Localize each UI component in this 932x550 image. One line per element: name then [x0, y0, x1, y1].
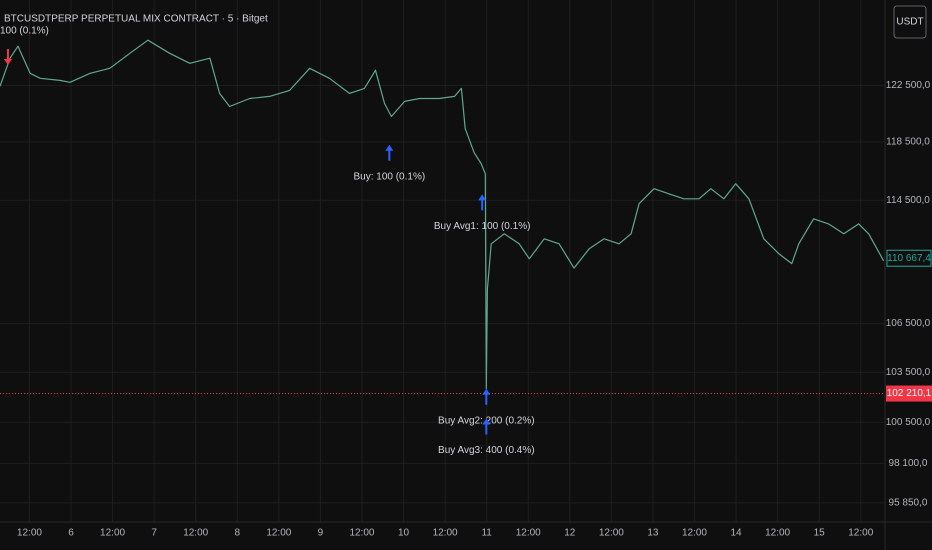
annotation: 100 (0.1%) — [0, 26, 49, 37]
y-tick-label: 95 850,0 — [889, 498, 928, 509]
y-tick-label: 100 500,0 — [886, 417, 931, 428]
sell-arrow — [3, 48, 12, 65]
x-tick-label: 12:00 — [17, 528, 42, 539]
plot: 100 (0.1%) Buy: 100 (0.1%) Buy Avg1: 100 (… — [0, 26, 885, 456]
x-tick-label: 12 — [564, 528, 576, 539]
x-tick-label: 12:00 — [433, 528, 458, 539]
axes: 122 500,0 118 500,0 114 500,0 106 500,0 103 … — [17, 80, 932, 539]
price-line-tag — [886, 385, 932, 402]
x-tick-label: 12:00 — [599, 528, 624, 539]
x-tick-label: 9 — [318, 528, 324, 539]
x-tick-label: 12:00 — [183, 528, 208, 539]
last-price-tag — [886, 249, 932, 267]
x-tick-label: 10 — [398, 528, 410, 539]
buy-arrow — [385, 144, 394, 161]
y-tick-label: 106 500,0 — [886, 318, 931, 329]
x-tick-label: 7 — [151, 528, 157, 539]
y-tick-label: 118 500,0 — [886, 136, 930, 147]
x-tick-label: 12:00 — [266, 528, 291, 539]
x-tick-label: 15 — [814, 528, 826, 539]
buy-arrow — [482, 388, 491, 405]
price-line-label: 102 210,1 — [887, 388, 932, 399]
annotation: Buy Avg3: 400 (0.4%) — [438, 445, 535, 456]
x-tick-label: 12:00 — [349, 528, 374, 539]
x-tick-label: 14 — [730, 528, 742, 539]
annotation: Buy: 100 (0.1%) — [353, 171, 425, 182]
y-tick-label: 98 100,0 — [889, 458, 928, 469]
x-tick-label: 12:00 — [765, 528, 790, 539]
grid — [0, 0, 885, 522]
price-line-series — [0, 39, 885, 390]
buy-arrow — [478, 194, 487, 211]
currency-button[interactable] — [893, 5, 927, 39]
buy-arrow — [482, 418, 491, 435]
y-tick-label: 122 500,0 — [886, 80, 931, 91]
x-tick-label: 6 — [68, 528, 74, 539]
x-tick-label: 12:00 — [682, 528, 707, 539]
y-tick-label: 114 500,0 — [886, 195, 930, 206]
x-tick-label: 12:00 — [100, 528, 125, 539]
x-tick-label: 12:00 — [848, 528, 873, 539]
currency-label[interactable]: USDT — [896, 17, 923, 28]
x-tick-label: 8 — [234, 528, 240, 539]
y-tick-label: 103 500,0 — [886, 367, 931, 378]
x-tick-label: 11 — [481, 528, 492, 539]
annotation: Buy Avg1: 100 (0.1%) — [434, 221, 531, 232]
x-tick-label: 12:00 — [516, 528, 541, 539]
x-tick-label: 13 — [647, 528, 659, 539]
chart-title: BTCUSDTPERP PERPETUAL MIX CONTRACT · 5 ·… — [4, 14, 268, 25]
last-price-label: 110 667,4 — [887, 253, 931, 264]
